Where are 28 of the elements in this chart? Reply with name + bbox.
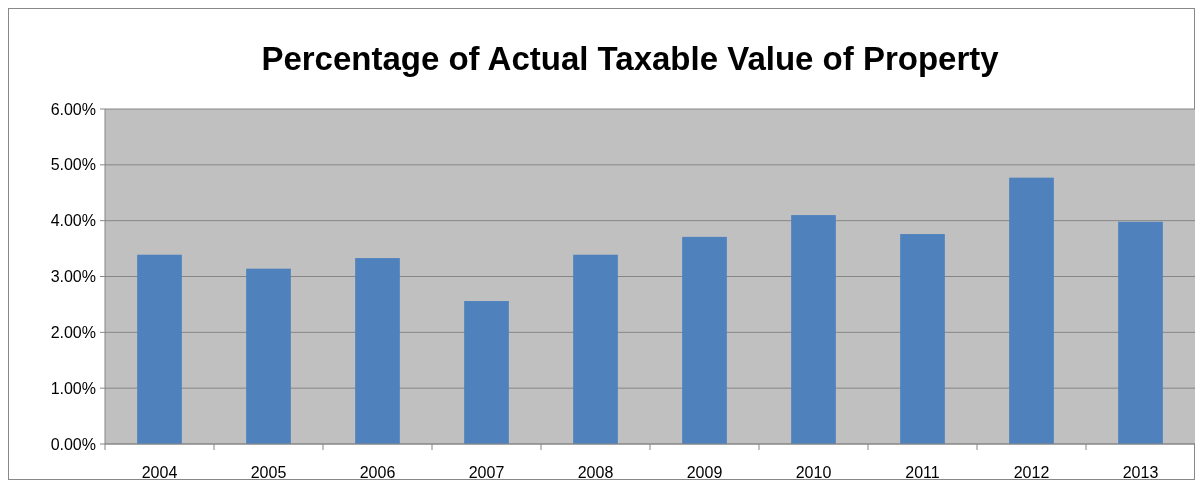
chart-title: Percentage of Actual Taxable Value of Property <box>261 40 1000 77</box>
x-tick-label: 2010 <box>795 464 832 481</box>
x-tick-label: 2004 <box>141 464 178 481</box>
bar <box>137 254 182 444</box>
bar <box>682 236 727 444</box>
bar <box>573 254 618 444</box>
x-tick-label: 2006 <box>359 464 396 481</box>
bar <box>1118 221 1163 444</box>
x-tick-label: 2012 <box>1013 464 1050 481</box>
y-tick-label: 1.00% <box>50 379 96 397</box>
x-tick-label: 2007 <box>468 464 505 481</box>
y-tick-label: 3.00% <box>50 268 96 286</box>
bar <box>791 215 836 444</box>
bar <box>900 234 945 444</box>
y-tick-label: 0.00% <box>50 435 96 453</box>
bar <box>355 258 400 444</box>
y-tick-label: 6.00% <box>50 100 96 118</box>
bar <box>464 301 509 444</box>
y-tick-label: 5.00% <box>50 156 96 174</box>
x-tick-label: 2009 <box>686 464 723 481</box>
y-tick-label: 4.00% <box>50 212 96 230</box>
x-tick-label: 2008 <box>577 464 614 481</box>
x-tick-label: 2005 <box>250 464 287 481</box>
x-tick-label: 2013 <box>1122 464 1159 481</box>
y-tick-label: 2.00% <box>50 323 96 341</box>
bar <box>1009 177 1054 444</box>
x-tick-label: 2011 <box>905 464 940 481</box>
bar <box>246 268 291 444</box>
